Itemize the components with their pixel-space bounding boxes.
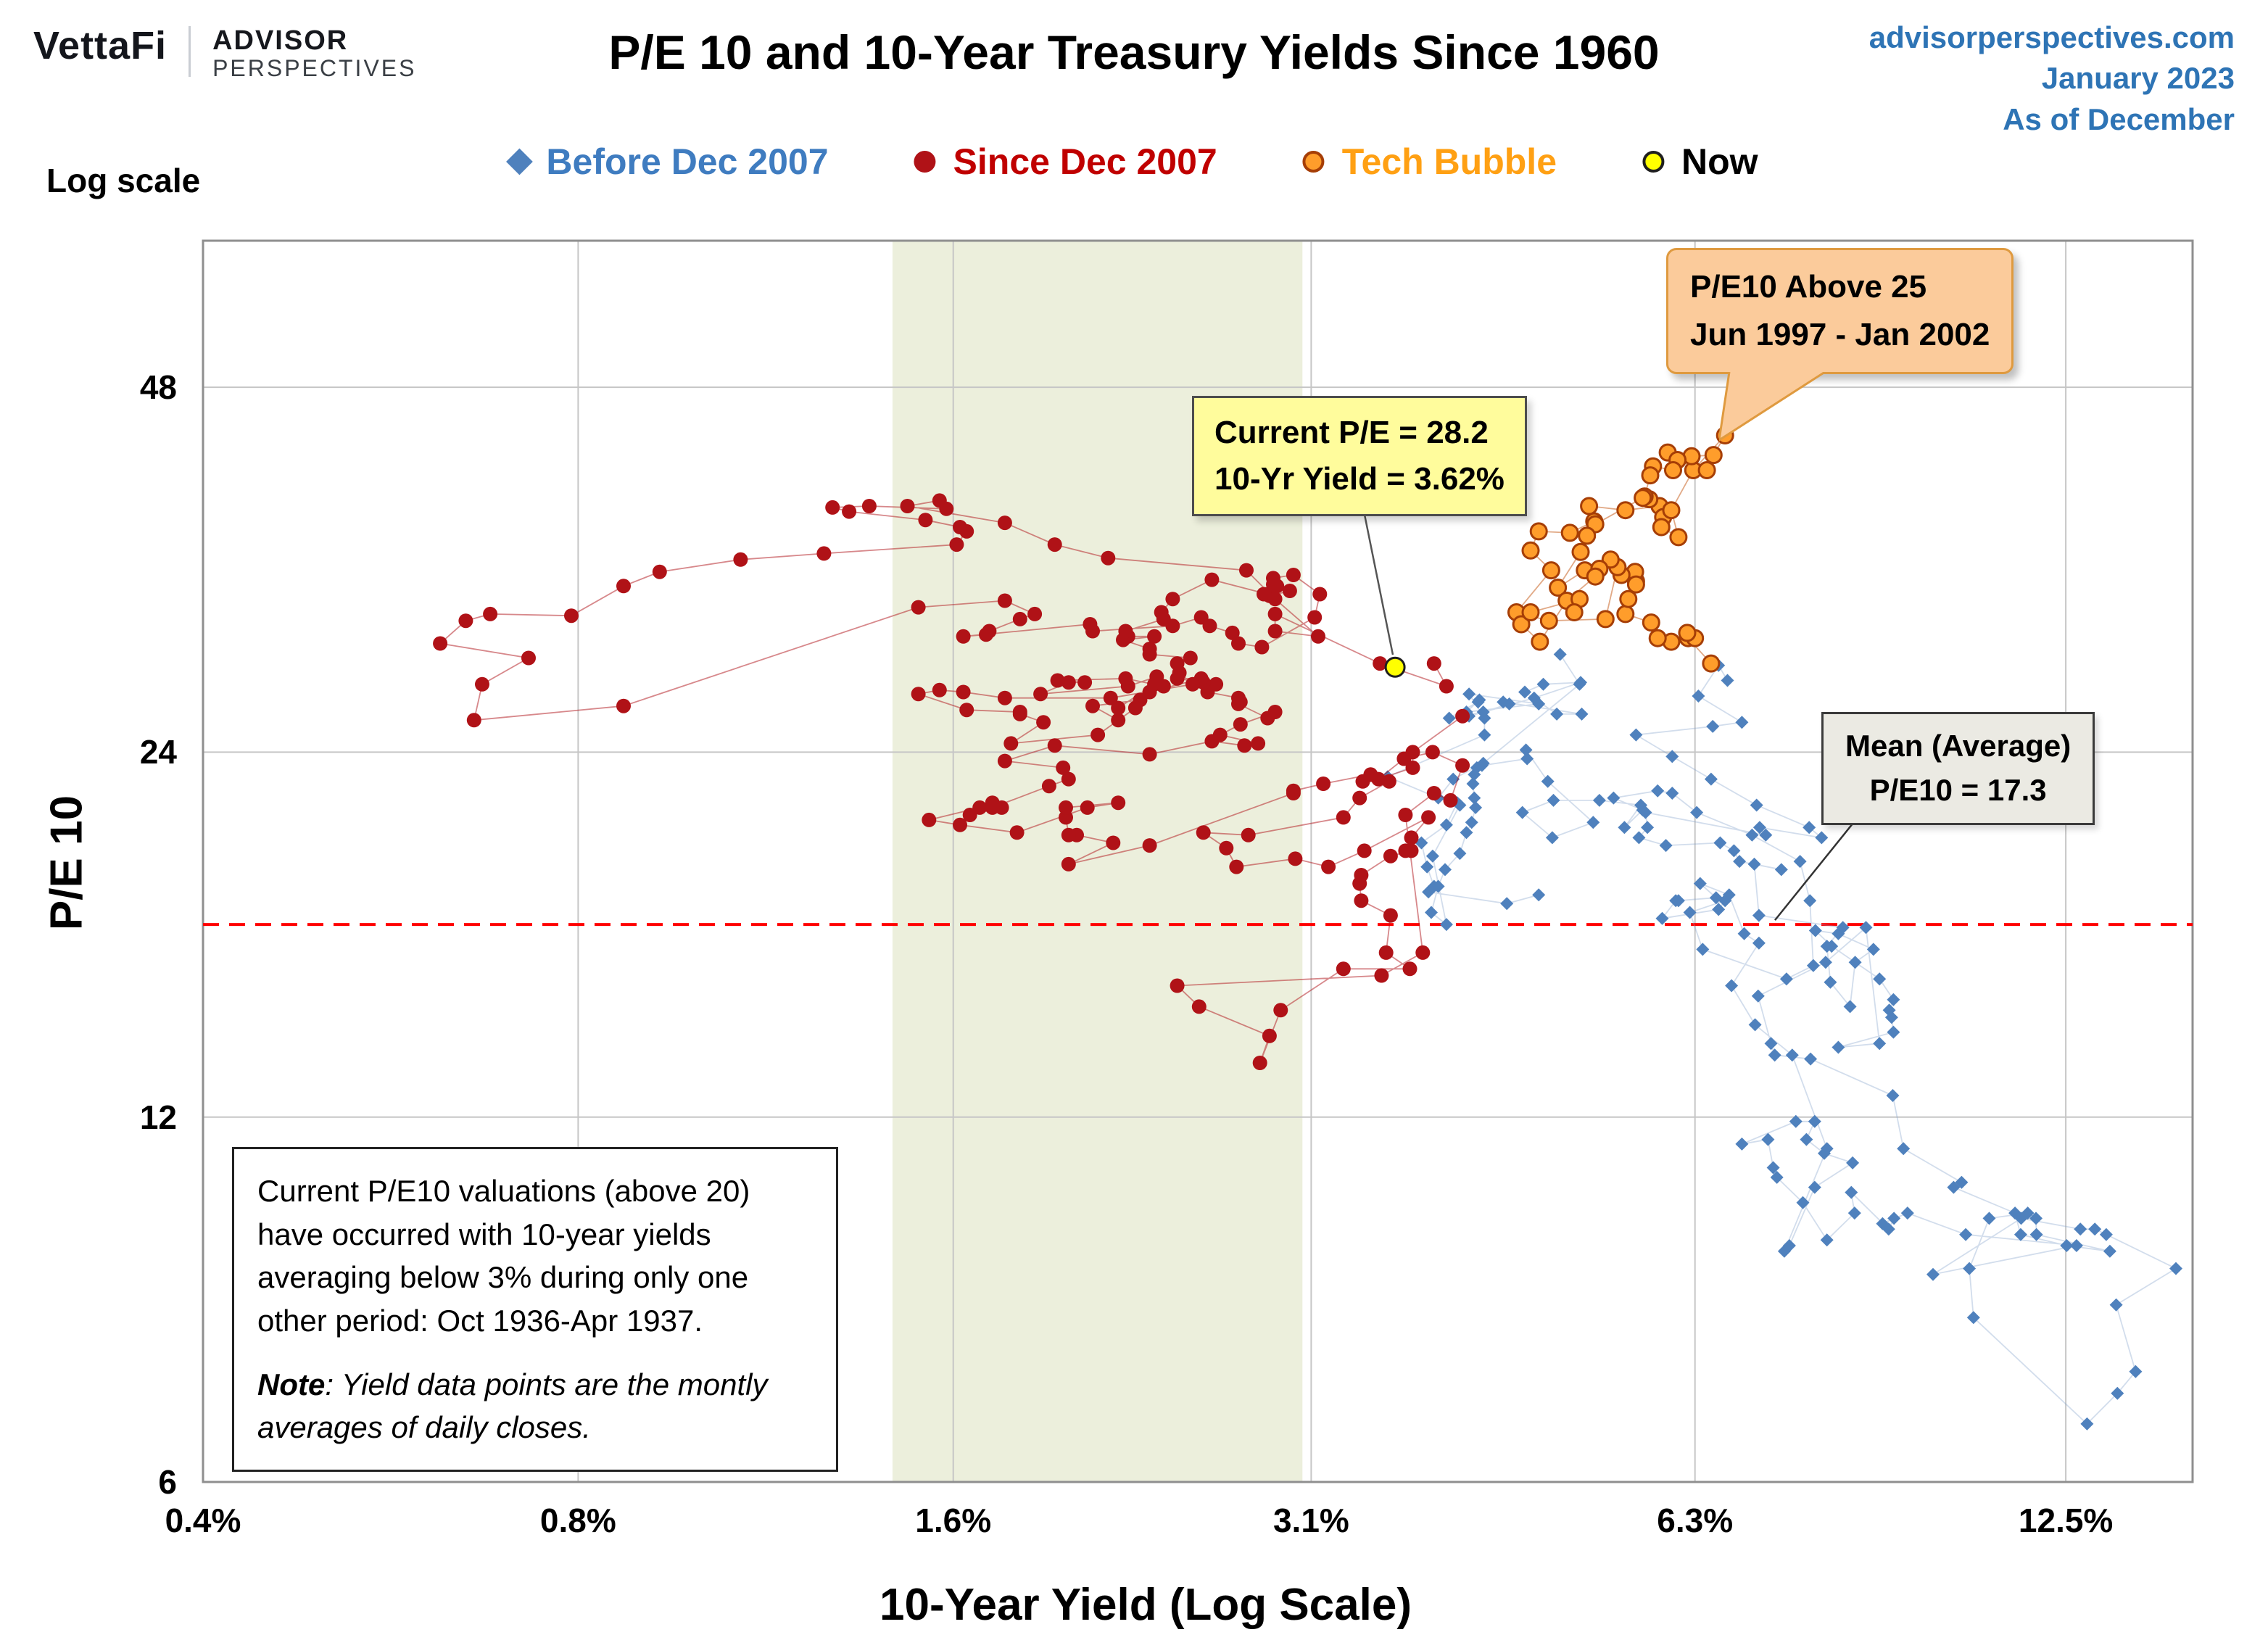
note-label: Note — [257, 1367, 326, 1401]
orange-circle-marker-icon — [1302, 151, 1325, 173]
tech-bubble-callout-line2: Jun 1997 - Jan 2002 — [1690, 317, 1990, 352]
legend-item-since-dec-2007: Since Dec 2007 — [914, 141, 1217, 183]
legend-item-before-dec-2007: Before Dec 2007 — [506, 141, 829, 183]
x-tick-label: 0.8% — [539, 1502, 616, 1539]
series-now — [1384, 656, 1406, 678]
y-axis-title: P/E 10 — [41, 795, 92, 931]
current-callout-connector — [1362, 507, 1394, 655]
y-tick-label: 24 — [139, 733, 177, 771]
x-tick-label: 12.5% — [2018, 1502, 2114, 1539]
legend-item-tech-bubble: Tech Bubble — [1302, 141, 1557, 183]
x-tick-label: 3.1% — [1272, 1502, 1349, 1539]
x-tick-label: 6.3% — [1657, 1502, 1734, 1539]
legend-item-now: Now — [1642, 141, 1758, 183]
y-tick-label: 48 — [139, 368, 177, 407]
x-axis-title: 10-Year Yield (Log Scale) — [880, 1580, 1412, 1630]
y-tick-label: 6 — [158, 1463, 177, 1501]
y-tick-label: 12 — [139, 1098, 177, 1136]
current-yield-line: 10-Yr Yield = 3.62% — [1214, 460, 1505, 497]
current-pe-callout: Current P/E = 28.2 10-Yr Yield = 3.62% — [1192, 396, 1527, 516]
tech-bubble-callout-line1: P/E10 Above 25 — [1690, 269, 1927, 305]
mean-callout-line1: Mean (Average) — [1845, 729, 2072, 763]
x-tick-label: 0.4% — [165, 1502, 241, 1539]
mean-callout-line2: P/E10 = 17.3 — [1869, 772, 2047, 807]
mean-callout: Mean (Average) P/E10 = 17.3 — [1821, 712, 2095, 825]
log-scale-label: Log scale — [46, 162, 201, 199]
series-tech-bubble — [1507, 426, 1734, 673]
advisor-perspectives-logo: ADVISOR PERSPECTIVES — [212, 25, 417, 82]
series-before-dec-2007 — [1381, 647, 2182, 1430]
series-since-dec-2007 — [433, 493, 1470, 1070]
note-text: : Yield data points are the montly avera… — [257, 1367, 768, 1445]
page-title: P/E 10 and 10-Year Treasury Yields Since… — [608, 25, 1660, 79]
site-link[interactable]: advisorperspectives.com — [1868, 20, 2235, 54]
vettafi-logo: VettaFi — [33, 24, 167, 67]
advisor-logo-line1: ADVISOR — [212, 25, 349, 56]
source-block: advisorperspectives.com January 2023 As … — [1869, 17, 2235, 140]
report-date: January 2023 — [2041, 61, 2235, 96]
legend-label: Now — [1681, 141, 1758, 182]
x-tick-label: 1.6% — [915, 1502, 992, 1539]
advisor-logo-line2: PERSPECTIVES — [212, 55, 417, 82]
legend-label: Tech Bubble — [1341, 141, 1557, 182]
brand-divider — [189, 26, 191, 77]
yellow-circle-marker-icon — [1642, 151, 1665, 173]
callout-tail-pointer — [1719, 372, 1826, 442]
chart-legend: Before Dec 2007 Since Dec 2007 Tech Bubb… — [506, 141, 1758, 183]
plot-border — [202, 239, 2194, 1483]
mean-callout-connector — [1774, 819, 1857, 921]
red-circle-marker-icon — [914, 151, 936, 173]
legend-label: Since Dec 2007 — [953, 141, 1217, 182]
current-pe-line: Current P/E = 28.2 — [1214, 415, 1489, 450]
note-box-paragraph: Current P/E10 valuations (above 20) have… — [257, 1174, 750, 1338]
as-of-label: As of December — [2003, 102, 2235, 136]
note-box: Current P/E10 valuations (above 20) have… — [232, 1147, 838, 1472]
note-box-note: Note: Yield data points are the montly a… — [257, 1363, 813, 1449]
tech-bubble-callout: P/E10 Above 25 Jun 1997 - Jan 2002 — [1666, 248, 2014, 442]
legend-label: Before Dec 2007 — [546, 141, 829, 182]
brand-block: VettaFi ADVISOR PERSPECTIVES — [33, 24, 417, 82]
blue-diamond-marker-icon — [506, 148, 533, 175]
